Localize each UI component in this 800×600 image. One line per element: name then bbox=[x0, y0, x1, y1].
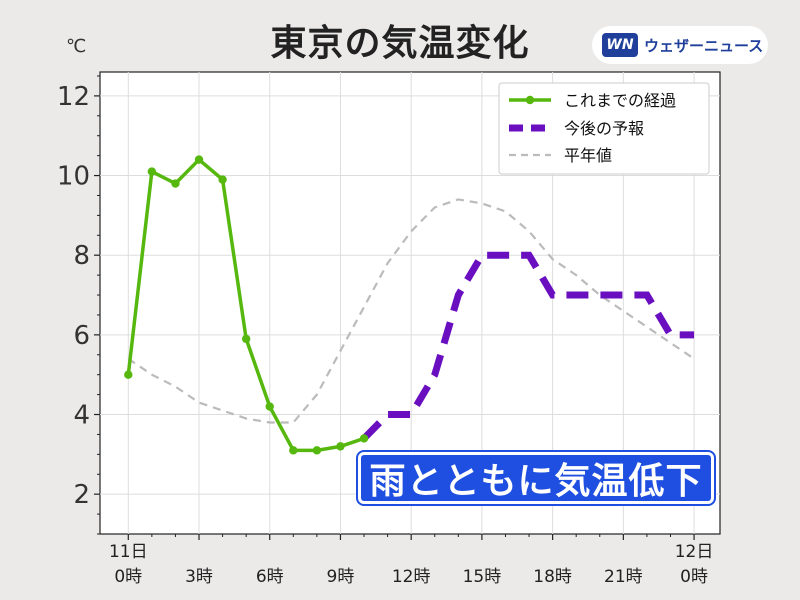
x-tick-hour-label: 18時 bbox=[533, 567, 572, 587]
legend-label: これまでの経過 bbox=[564, 91, 676, 110]
weathernews-logo-mark: WN bbox=[602, 33, 638, 57]
data-point bbox=[289, 446, 298, 455]
data-point bbox=[265, 402, 274, 411]
x-tick-hour-label: 9時 bbox=[327, 567, 355, 587]
data-point bbox=[359, 434, 369, 443]
axes: 2 4 6 8 10 12 11日 0時 3時 6時 9時 12時 15時 18時 21時 12日 0時 bbox=[57, 75, 714, 587]
chart-title: 東京の気温変化 bbox=[270, 23, 530, 64]
weathernews-logo-text: ウェザーニュース bbox=[644, 36, 764, 55]
data-point bbox=[171, 179, 180, 188]
series-layer bbox=[124, 155, 695, 455]
rain-temperature-drop-annotation: 雨とともに気温低下 bbox=[358, 452, 714, 504]
x-tick-hour-label: 12時 bbox=[392, 567, 431, 587]
legend-label: 今後の予報 bbox=[564, 119, 644, 138]
y-tick-label: 4 bbox=[73, 401, 90, 431]
data-point bbox=[194, 155, 204, 164]
y-tick-label: 2 bbox=[73, 480, 90, 510]
data-point bbox=[336, 442, 345, 451]
x-tick-hour-label: 3時 bbox=[185, 567, 213, 587]
data-point bbox=[218, 175, 227, 184]
legend-marker bbox=[525, 95, 535, 105]
x-tick-date-label: 11日 bbox=[109, 542, 148, 562]
x-tick-hour-label: 15時 bbox=[463, 567, 502, 587]
data-point bbox=[124, 370, 133, 379]
x-tick-hour-label: 21時 bbox=[604, 567, 643, 587]
legend-label: 平年値 bbox=[564, 146, 612, 165]
y-tick-label: 8 bbox=[73, 241, 90, 271]
y-axis-unit: ℃ bbox=[66, 36, 87, 57]
data-point bbox=[147, 167, 157, 176]
y-tick-label: 6 bbox=[73, 321, 90, 351]
x-tick-hour-label: 6時 bbox=[256, 567, 284, 587]
x-tick-date-label: 12日 bbox=[675, 542, 714, 562]
y-tick-label: 12 bbox=[57, 82, 90, 112]
series-line-1 bbox=[361, 251, 695, 441]
weathernews-logo: WN ウェザーニュース bbox=[592, 26, 768, 64]
x-tick-hour-label: 0時 bbox=[680, 567, 708, 587]
data-point bbox=[241, 334, 251, 344]
legend-box bbox=[498, 82, 710, 175]
y-tick-label: 10 bbox=[57, 162, 90, 192]
x-tick-hour-label: 0時 bbox=[114, 567, 142, 587]
data-point bbox=[312, 446, 322, 455]
